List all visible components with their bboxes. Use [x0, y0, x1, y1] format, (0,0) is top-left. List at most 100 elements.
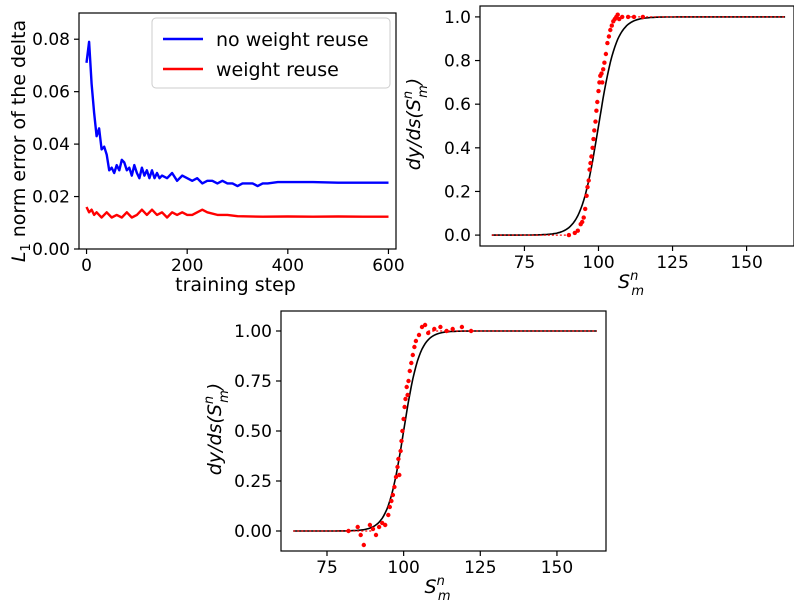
scatter-point [403, 396, 408, 402]
scatter-point [595, 99, 600, 105]
scatter-point [594, 108, 599, 113]
scatter-point [412, 344, 417, 350]
scatter-point [397, 472, 402, 478]
x-tick-label: 125 [464, 558, 496, 578]
scatter-point [615, 12, 620, 17]
scatter-point [400, 428, 405, 434]
y-tick-label: 0.4 [444, 139, 471, 159]
scatter-point [387, 504, 392, 510]
scatter-point [410, 352, 415, 358]
scatter-point [450, 326, 455, 332]
scatter-point [358, 532, 363, 538]
scatter-point [580, 219, 585, 225]
scatter-point [581, 215, 586, 220]
y-tick-label: 0.6 [444, 95, 471, 115]
scatter-point [376, 524, 382, 530]
scatter-point [426, 330, 431, 336]
x-tick-label: 125 [656, 253, 688, 273]
y-tick-label: 0.02 [32, 188, 70, 208]
scatter-point [438, 324, 443, 330]
scatter-point [590, 145, 595, 150]
scatter-point [370, 526, 376, 532]
x-tick-label: 75 [316, 558, 338, 578]
y-tick-label: 1.0 [444, 8, 471, 28]
scatter-point [606, 34, 612, 39]
x-tick-label: 100 [387, 558, 419, 578]
scatter-point [393, 474, 399, 480]
y-tick-label: 0.0 [444, 226, 471, 246]
x-axis-title: Sn m [425, 574, 451, 601]
scatter-point [575, 228, 580, 233]
scatter-point [395, 464, 400, 470]
y-tick-label: 0.50 [234, 422, 272, 442]
scatter-point [585, 184, 590, 190]
scatter-point [396, 456, 401, 462]
y-axis-title: dy/ds(Snm) [401, 78, 431, 170]
scatter-point [566, 232, 572, 238]
scatter-point [602, 60, 607, 65]
scatter-point [601, 67, 606, 72]
series-line-weight-reuse [85, 206, 389, 219]
x-tick-label: 100 [582, 253, 614, 273]
scatter-point [399, 438, 404, 444]
legend: no weight reuse weight reuse [151, 17, 391, 89]
scatter-point [605, 40, 610, 46]
axes-frame [479, 5, 794, 247]
scatter-point [409, 360, 414, 366]
scatter-point [402, 404, 407, 410]
scatter-point [416, 332, 422, 338]
y-tick-label: 0.75 [234, 372, 272, 392]
scatter-point [625, 14, 631, 20]
scatter-point [584, 193, 589, 198]
scatter-point [468, 328, 474, 334]
scatter-point [407, 368, 412, 374]
scatter-point [401, 416, 406, 422]
scatter-point [609, 23, 614, 28]
scatter-point [592, 128, 597, 133]
scatter-point [444, 328, 449, 334]
scatter-point [603, 51, 609, 57]
scatter-point [398, 448, 403, 454]
scatter-point [389, 498, 394, 504]
scatter-point [404, 384, 409, 390]
y-tick-label: 0.04 [32, 135, 70, 155]
y-tick-label: 0.08 [32, 30, 70, 50]
scatter-point [383, 522, 388, 528]
scatter-point [600, 80, 605, 85]
scatter-point [392, 484, 397, 490]
scatter-point [587, 167, 592, 172]
y-axis-title: L1 norm error of the delta [8, 20, 34, 262]
x-tick-label: 75 [514, 253, 536, 273]
scatter-point [599, 71, 604, 76]
scatter-point [405, 392, 410, 398]
x-axis-title: Sn m [618, 269, 644, 299]
x-axis-title: training step [175, 274, 296, 296]
axes-frame [78, 12, 397, 250]
scatter-point [390, 492, 396, 498]
series-line-no-weight-reuse [85, 40, 389, 188]
scatter-point [355, 524, 360, 530]
reference-curve [293, 330, 597, 532]
scatter-point [422, 322, 428, 328]
scatter-point [346, 528, 351, 534]
x-tick-label: 0 [81, 256, 92, 276]
scatter-point [459, 324, 465, 330]
x-tick-label: 150 [730, 253, 762, 273]
scatter-point [406, 378, 411, 384]
scatter-point [432, 326, 437, 332]
y-tick-label: 0.00 [32, 240, 70, 260]
scatter-point [386, 512, 391, 518]
y-tick-label: 0.25 [234, 472, 272, 492]
reference-curve [491, 16, 786, 236]
x-tick-label: 600 [372, 256, 404, 276]
y-tick-label: 0.06 [32, 83, 70, 103]
panel-training-error: 0 200 400 600 0.00 0.02 0.04 0.06 0.08 no weight … [8, 12, 405, 296]
legend-box [151, 17, 391, 89]
scatter-point [588, 160, 593, 166]
y-axis-title: dy/ds(Snm) [202, 383, 232, 475]
legend-label: weight reuse [216, 59, 339, 81]
y-tick-label: 0.8 [444, 52, 471, 72]
scatter-point [589, 154, 594, 159]
scatter-point [373, 532, 379, 538]
